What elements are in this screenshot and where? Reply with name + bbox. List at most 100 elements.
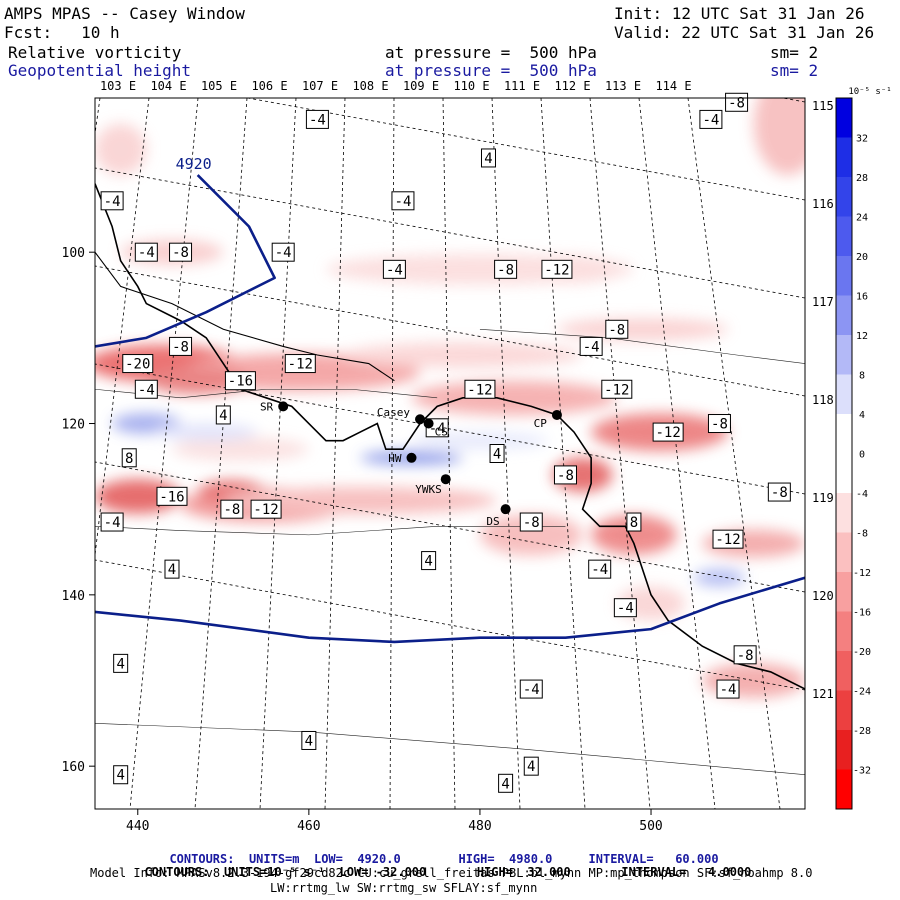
vorticity-label-box [113, 653, 129, 673]
longitude-label: 113 E [605, 79, 641, 93]
vorticity-label-text: -4 [104, 515, 121, 531]
vorticity-label-box [382, 259, 406, 279]
x-tick-label: 460 [297, 819, 320, 834]
vorticity-label: -8 [169, 336, 193, 356]
vorticity-label: 4 [164, 559, 180, 579]
vorticity-label: -4 [613, 598, 637, 618]
vorticity-label-text: 4 [493, 447, 501, 463]
field-2-pressure: at pressure = 500 hPa [385, 61, 597, 80]
vorticity-label: -8 [605, 319, 629, 339]
vorticity-label-box [699, 109, 723, 129]
vorticity-label-box [464, 379, 496, 399]
longitude-label: 112 E [554, 79, 590, 93]
shading-blobs [95, 98, 805, 698]
colorbar-label: 24 [856, 213, 868, 224]
vorticity-label-box [553, 465, 577, 485]
longitude-label: 109 E [403, 79, 439, 93]
x-tick-label: 440 [126, 819, 149, 834]
colorbar-label: -16 [853, 608, 871, 619]
y-tick-label: 120 [62, 418, 85, 433]
meridian-line [589, 98, 651, 809]
vorticity-blob [753, 98, 805, 176]
vorticity-label-box [284, 354, 316, 374]
vorticity-label-text: -4 [138, 245, 155, 261]
colorbar-label: 28 [856, 173, 868, 184]
vorticity-blob [223, 486, 498, 515]
vorticity-blob [95, 123, 147, 176]
vorticity-label: -8 [519, 512, 543, 532]
vorticity-blob [343, 342, 583, 368]
vorticity-label-box [391, 191, 415, 211]
vorticity-label-text: -16 [228, 374, 253, 390]
vorticity-label-text: -4 [386, 262, 403, 278]
colorbar-segment [836, 256, 852, 296]
vorticity-label-text: -4 [138, 382, 155, 398]
model-info-2: LW:rrtmg_lw SW:rrtmg_sw SFLAY:sf_mynn [270, 881, 538, 895]
colorbar-label: -32 [853, 766, 871, 777]
vorticity-label-text: -12 [467, 382, 492, 398]
vorticity-label: -8 [767, 482, 791, 502]
colorbar-segment [836, 295, 852, 336]
vorticity-label-box [100, 191, 124, 211]
vorticity-label-text: -4 [309, 112, 326, 128]
footer-height-contours-label: CONTOURS: [169, 852, 235, 866]
station-marker [440, 474, 451, 485]
vorticity-label-box [733, 645, 757, 665]
vorticity-label-box [523, 756, 539, 776]
vorticity-label: -8 [553, 465, 577, 485]
coastline-path [95, 183, 805, 690]
vorticity-label: -4 [699, 109, 723, 129]
meridian-line [129, 98, 199, 809]
station-label: DS [486, 515, 499, 528]
vorticity-label-box [480, 148, 496, 168]
colorbar-segment [836, 532, 852, 573]
vorticity-label-text: -8 [172, 339, 189, 355]
vorticity-label-box [605, 319, 629, 339]
station-label: CS [435, 426, 448, 439]
colorbar-segment [836, 769, 852, 810]
vorticity-label: -8 [220, 499, 244, 519]
colorbar: 32 28 24 20 16 12 8 4 0 -4 -8 -12 -16 -20 -24 -28 -32 10⁻… [835, 87, 892, 810]
colorbar-segment [836, 216, 852, 257]
vorticity-label-box [588, 559, 612, 579]
x-tick-label: 500 [639, 819, 662, 834]
colorbar-segment [836, 137, 852, 178]
vorticity-label-box [169, 336, 193, 356]
vorticity-label: 4 [480, 148, 496, 168]
stations: SR Casey CS HW YWKS DS CP [260, 400, 562, 528]
vorticity-label: -4 [579, 336, 603, 356]
colorbar-label: -24 [853, 687, 871, 698]
vorticity-label-box [421, 551, 437, 571]
colorbar-segment [836, 611, 852, 652]
colorbar-segment [836, 374, 852, 415]
vorticity-label-box [301, 730, 317, 750]
footer-vort-high: HIGH= 32.000 [476, 865, 571, 879]
footer-vorticity-contours: CONTOURS: UNITS=10⁻⁵ s⁻¹ LOW= -32.000 HI… [130, 851, 751, 879]
map-title: AMPS MPAS -- Casey Window [4, 4, 245, 23]
vorticity-label-box [519, 512, 543, 532]
coastline-inner [95, 251, 395, 382]
model-info: Model Info: MPASv8.2.3-194-gf29cd82c CU:… [90, 866, 813, 880]
vorticity-label: 4 [113, 765, 129, 785]
vorticity-label-text: -4 [523, 682, 540, 698]
footer-vort-low: LOW= -32.000 [339, 865, 427, 879]
vorticity-label-text: -8 [711, 417, 728, 433]
colorbar-label: 16 [856, 292, 868, 303]
station-label: YWKS [415, 483, 442, 496]
meridian-line [389, 98, 395, 809]
colorbar-label: 8 [859, 371, 865, 382]
vorticity-label-box [305, 109, 329, 129]
vorticity-label: -12 [464, 379, 496, 399]
colorbar-segment [836, 572, 852, 612]
vorticity-label-box [652, 422, 684, 442]
vorticity-label-text: 4 [219, 408, 227, 424]
vorticity-label: -20 [122, 354, 154, 374]
vorticity-label-text: -8 [728, 95, 745, 111]
vorticity-label-text: -8 [172, 245, 189, 261]
parallel-line [95, 265, 805, 397]
colorbar-segment [836, 730, 852, 770]
plot-frame [94, 97, 806, 810]
vorticity-label: -16 [224, 371, 256, 391]
vorticity-label: -4 [134, 242, 158, 262]
vorticity-label: 8 [626, 512, 642, 532]
